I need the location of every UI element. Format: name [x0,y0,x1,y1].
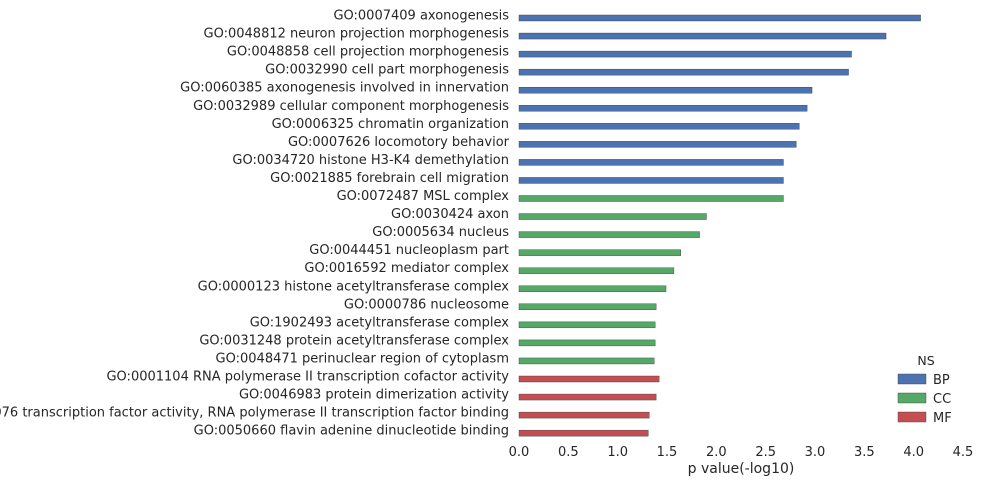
category-label-go-0001076: GO:0001076 transcription factor activity… [0,406,509,421]
category-label-go-0001104: GO:0001104 RNA polymerase II transcripti… [106,370,509,385]
x-tick-label-4-5: 4.5 [953,445,974,460]
category-label-go-0005634: GO:0005634 nucleus [372,225,509,240]
x-tick-labels-group: 0.0 0.5 1.0 1.5 2.0 2.5 3.0 3.5 4.0 4.5 [509,445,974,460]
legend-swatch-cc [897,392,927,404]
legend: NS BP CC MF [897,353,952,426]
x-tick-label-4-0: 4.0 [903,445,924,460]
category-label-go-0050660: GO:0050660 flavin adenine dinucleotide b… [194,424,509,439]
category-label-go-0048471: GO:0048471 perinuclear region of cytopla… [216,351,509,366]
category-label-go-0007626: GO:0007626 locomotory behavior [288,135,510,150]
bars-group [518,14,921,437]
x-tick-label-0-5: 0.5 [558,445,579,460]
bar-go-1902493 [518,321,656,329]
bar-go-0044451 [518,249,682,256]
bar-go-0031248 [518,339,656,347]
bar-go-0048471 [518,357,655,365]
category-label-go-0000786: GO:0000786 nucleosome [344,297,509,312]
category-label-go-0032989: GO:0032989 cellular component morphogene… [193,99,509,114]
legend-label-cc: CC [933,392,951,407]
category-label-go-0060385: GO:0060385 axonogenesis involved in inne… [180,81,509,96]
x-tick-label-3-5: 3.5 [854,445,875,460]
category-labels-group: GO:0007409 axonogenesis GO:0048812 neuron… [0,9,510,439]
category-label-go-1902493: GO:1902493 acetyltransferase complex [250,315,510,330]
category-label-go-0034720: GO:0034720 histone H3-K4 demethylation [232,153,509,168]
x-axis-label: p value(-log10) [688,461,795,477]
bar-go-0007626 [518,141,797,148]
category-label-go-0046983: GO:0046983 protein dimerization activity [239,388,509,403]
category-label-go-0016592: GO:0016592 mediator complex [304,261,509,276]
category-label-go-0007409: GO:0007409 axonogenesis [333,9,509,24]
x-tick-label-2-5: 2.5 [755,445,776,460]
bar-go-0021885 [518,177,784,184]
bar-go-0001104 [518,375,660,383]
bar-go-0032989 [518,105,808,112]
category-label-go-0072487: GO:0072487 MSL complex [337,189,510,204]
legend-label-bp: BP [933,373,950,388]
bar-go-0005634 [518,231,700,238]
category-label-go-0006325: GO:0006325 chromatin organization [272,117,509,132]
category-label-go-0021885: GO:0021885 forebrain cell migration [270,171,509,186]
bar-go-0060385 [518,86,813,94]
bar-go-0001076 [518,411,650,419]
bar-go-0016592 [518,267,675,274]
bar-go-0046983 [518,393,657,401]
bar-go-0000786 [518,303,657,310]
category-label-go-0000123: GO:0000123 histone acetyltransferase com… [198,279,510,294]
category-label-go-0044451: GO:0044451 nucleoplasm part [309,243,509,258]
x-tick-label-1-0: 1.0 [607,445,628,460]
bar-go-0000123 [518,285,667,292]
bar-go-0032990 [518,68,849,76]
category-label-go-0048812: GO:0048812 neuron projection morphogenes… [204,27,510,42]
legend-swatch-bp [897,373,927,385]
bar-go-0050660 [518,429,649,437]
x-tick-label-0-0: 0.0 [509,445,530,460]
bar-go-0030424 [518,213,707,220]
category-label-go-0031248: GO:0031248 protein acetyltransferase com… [199,333,509,348]
category-label-go-0048858: GO:0048858 cell projection morphogenesis [227,45,509,60]
category-label-go-0030424: GO:0030424 axon [391,207,509,222]
legend-swatch-mf [897,411,927,423]
legend-title: NS [917,353,934,368]
x-tick-label-2-0: 2.0 [706,445,727,460]
bar-go-0034720 [518,159,784,166]
bar-go-0006325 [518,123,800,130]
x-tick-label-3-0: 3.0 [805,445,826,460]
bar-go-0007409 [518,14,921,22]
bar-go-0072487 [518,195,784,202]
category-label-go-0032990: GO:0032990 cell part morphogenesis [265,63,509,78]
legend-label-mf: MF [933,411,952,426]
bar-go-0048858 [518,50,852,58]
bar-go-0048812 [518,32,887,40]
x-tick-label-1-5: 1.5 [657,445,678,460]
